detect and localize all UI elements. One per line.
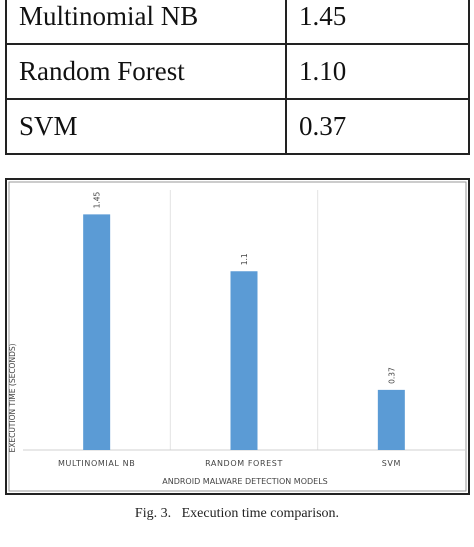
table-cell: 1.10 (285, 43, 470, 100)
data-label: 1.1 (240, 253, 249, 265)
y-axis-label: EXECUTION TIME (SECONDS) (8, 343, 17, 452)
x-axis-label: ANDROID MALWARE DETECTION MODELS (162, 477, 328, 486)
results-table: Multinomial NB 1.45 Random Forest 1.10 SVM… (5, 0, 470, 155)
bar (230, 271, 258, 450)
chart-inner-frame (8, 181, 467, 492)
chart: EXECUTION TIME (SECONDS) ANDROID MALWARE… (5, 178, 470, 495)
table-row: SVM 0.37 (5, 98, 470, 155)
x-tick-label: RANDOM FOREST (205, 459, 283, 468)
x-tick-label: SVM (382, 459, 401, 468)
caption: Fig. 3. Execution time comparison. (134, 506, 340, 521)
table-row: Multinomial NB 1.45 (5, 0, 470, 45)
x-tick-label: MULTINOMIAL NB (58, 459, 135, 468)
table-cell: SVM (5, 98, 287, 155)
data-label: 1.45 (93, 191, 102, 208)
bar (377, 389, 405, 450)
table-row: Random Forest 1.10 (5, 43, 470, 100)
bar (83, 214, 111, 450)
table-cell: Multinomial NB (5, 0, 287, 45)
data-label: 0.37 (387, 367, 396, 384)
table-cell: 0.37 (285, 98, 470, 155)
table-cell: 1.45 (285, 0, 470, 45)
table-cell: Random Forest (5, 43, 287, 100)
